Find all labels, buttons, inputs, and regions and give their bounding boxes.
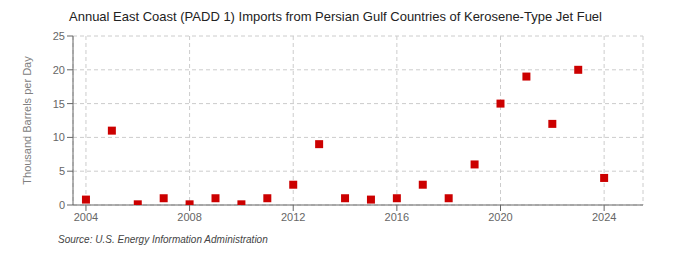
svg-text:20: 20	[53, 64, 65, 76]
html-text:Annual East Coast (PADD 1) Imp: Annual East Coast (PADD 1) Imports from …	[69, 9, 602, 24]
svg-text:5: 5	[59, 165, 65, 177]
svg-text:25: 25	[53, 30, 65, 42]
html-text:Source: U.S. Energy Informatio: Source: U.S. Energy Information Administ…	[58, 234, 268, 245]
svg-text:2012: 2012	[281, 211, 305, 223]
svg-text:Thousand Barrels per Day: Thousand Barrels per Day	[21, 56, 33, 185]
svg-text:15: 15	[53, 98, 65, 110]
svg-text:2008: 2008	[177, 211, 201, 223]
svg-text:2016: 2016	[385, 211, 409, 223]
svg-text:2004: 2004	[74, 211, 98, 223]
svg-text:2024: 2024	[592, 211, 616, 223]
svg-text:10: 10	[53, 131, 65, 143]
svg-text:2020: 2020	[488, 211, 512, 223]
svg-text:0: 0	[59, 199, 65, 211]
